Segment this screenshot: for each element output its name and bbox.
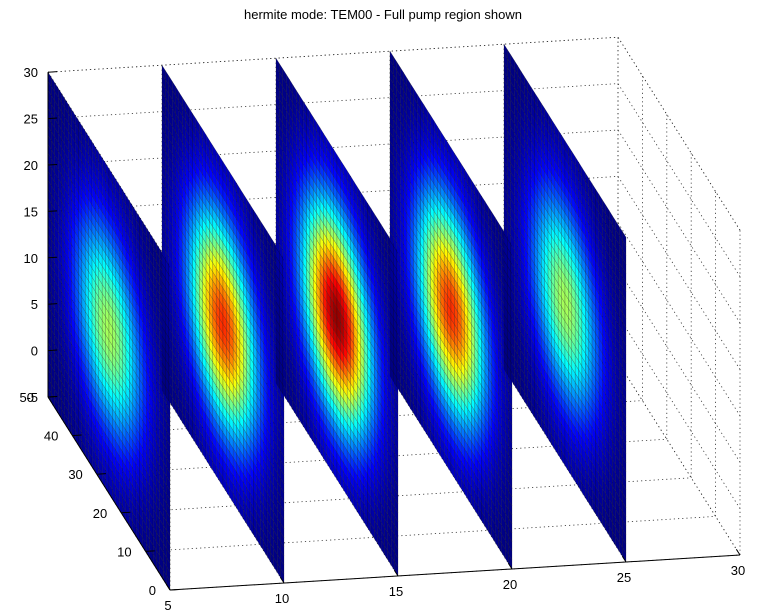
grid-line [617,36,741,231]
grid-line [617,361,741,556]
slice-x-20 [389,50,513,570]
slices-layer [47,43,627,591]
grid-line [617,176,741,370]
grid-line [47,36,619,73]
chart-title: hermite mode: TEM00 - Full pump region s… [244,7,522,22]
grid-line [617,268,741,463]
slice-x-15 [275,57,399,577]
grid-line [617,129,741,324]
slice-x-10 [161,64,285,584]
grid-line [617,315,741,509]
grid-line [617,222,741,417]
grid-line [145,516,716,552]
grid-line [617,83,741,277]
slice-x-5 [47,71,171,591]
grid-line [47,36,619,73]
